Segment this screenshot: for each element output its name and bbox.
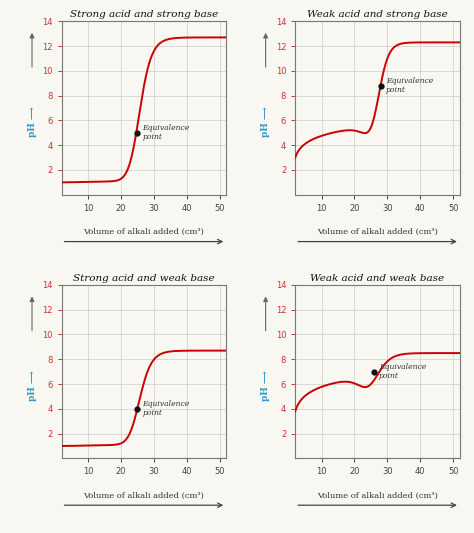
- Text: pH ⟶: pH ⟶: [261, 107, 270, 138]
- Text: Equivalence
point: Equivalence point: [142, 124, 190, 141]
- Text: pH ⟶: pH ⟶: [261, 370, 270, 401]
- Text: pH ⟶: pH ⟶: [27, 107, 36, 138]
- Text: Volume of alkali added (cm³): Volume of alkali added (cm³): [317, 228, 438, 236]
- Text: Equivalence
point: Equivalence point: [379, 363, 427, 380]
- Text: Volume of alkali added (cm³): Volume of alkali added (cm³): [317, 491, 438, 499]
- Text: Equivalence
point: Equivalence point: [386, 77, 433, 94]
- Title: Strong acid and strong base: Strong acid and strong base: [70, 10, 218, 19]
- Text: Volume of alkali added (cm³): Volume of alkali added (cm³): [83, 228, 204, 236]
- Text: Equivalence
point: Equivalence point: [142, 400, 190, 417]
- Text: Volume of alkali added (cm³): Volume of alkali added (cm³): [83, 491, 204, 499]
- Title: Strong acid and weak base: Strong acid and weak base: [73, 274, 215, 283]
- Title: Weak acid and strong base: Weak acid and strong base: [307, 10, 448, 19]
- Title: Weak acid and weak base: Weak acid and weak base: [310, 274, 445, 283]
- Text: pH ⟶: pH ⟶: [27, 370, 36, 401]
